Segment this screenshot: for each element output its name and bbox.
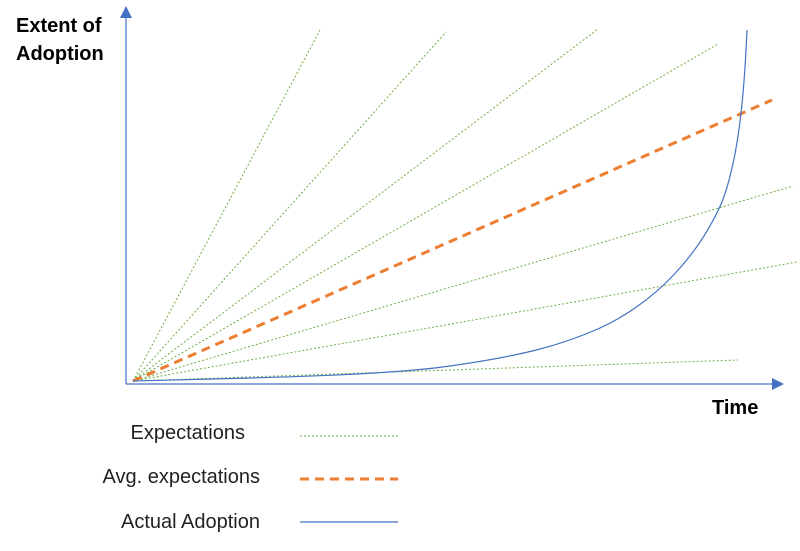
legend-label-avg-expectations: Avg. expectations bbox=[102, 466, 260, 488]
expectation-line bbox=[132, 43, 719, 382]
expectation-line bbox=[132, 185, 794, 382]
expectation-line bbox=[132, 28, 599, 382]
expectation-line bbox=[132, 31, 447, 382]
legend-label-expectations: Expectations bbox=[130, 422, 245, 444]
legend-label-actual-adoption: Actual Adoption bbox=[121, 511, 260, 533]
actual-adoption-curve bbox=[132, 29, 748, 382]
expectations-lines bbox=[132, 28, 798, 382]
expectation-line bbox=[132, 359, 739, 382]
expectation-line bbox=[132, 261, 798, 382]
expectation-line bbox=[132, 29, 321, 382]
avg-expectations-line bbox=[132, 98, 773, 383]
x-axis-label: Time bbox=[712, 397, 759, 419]
y-axis-label: Extent of Adoption bbox=[16, 15, 104, 65]
